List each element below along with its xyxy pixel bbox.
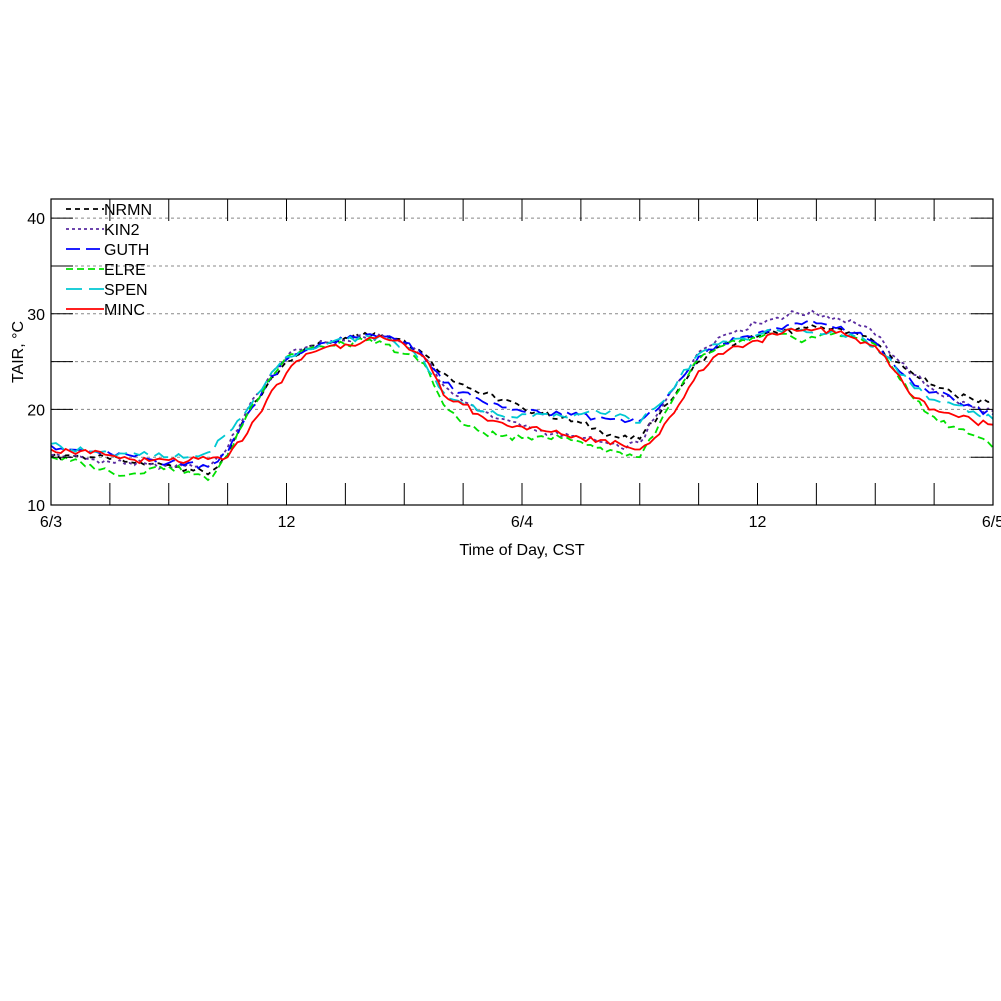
legend-label: KIN2 — [104, 222, 140, 239]
axis-ticks — [51, 199, 993, 505]
legend-label: MINC — [104, 302, 145, 319]
x-tick-label: 6/5 — [982, 514, 1001, 531]
x-tick-label: 6/4 — [511, 514, 533, 531]
series-line-nrmn — [50, 323, 994, 476]
x-tick-label: 6/3 — [40, 514, 62, 531]
legend-label: ELRE — [104, 262, 146, 279]
legend: NRMN KIN2 GUTH ELRE SPEN MINC — [66, 202, 152, 319]
y-tick-label: 40 — [27, 211, 45, 228]
y-tick-label: 20 — [27, 402, 45, 419]
y-axis-label: TAIR, °C — [10, 321, 27, 383]
series-line-guth — [50, 319, 994, 470]
legend-label: SPEN — [104, 282, 148, 299]
series-line-minc — [50, 326, 994, 465]
x-tick-label: 12 — [278, 514, 296, 531]
plot-frame — [50, 198, 994, 506]
series-line-spen — [50, 327, 994, 459]
legend-label: NRMN — [104, 202, 152, 219]
y-tick-label: 30 — [27, 307, 45, 324]
x-tick-labels: 6/3 12 6/4 12 6/5 — [40, 514, 1001, 531]
y-tick-labels: 10 20 30 40 — [27, 211, 45, 515]
x-axis-label: Time of Day, CST — [459, 542, 585, 559]
y-tick-label: 10 — [27, 498, 45, 515]
x-tick-label: 12 — [749, 514, 767, 531]
series-lines — [50, 309, 994, 482]
legend-label: GUTH — [104, 242, 149, 259]
